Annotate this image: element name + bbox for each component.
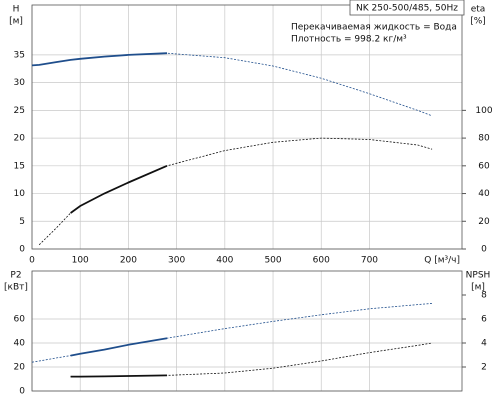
y2-tick-label: 100 <box>475 106 492 116</box>
x-tick-label: 0 <box>29 256 35 266</box>
x-tick-label: 200 <box>120 256 137 266</box>
chart-title: NK 250-500/485, 50Hz <box>356 4 458 14</box>
y-tick-label: 20 <box>14 134 26 144</box>
curve-duty <box>70 337 168 357</box>
curve-duty <box>70 374 168 378</box>
x-tick-label: 600 <box>313 256 330 266</box>
y-tick-label: 35 <box>14 50 25 60</box>
y-tick-label: 20 <box>14 363 26 373</box>
y2-tick-label: 0 <box>481 245 487 255</box>
y2-tick-label: 8 <box>481 291 487 301</box>
y2-unit: [%] <box>470 17 486 27</box>
curve-dashed <box>31 52 433 117</box>
y-tick-label: 25 <box>14 106 25 116</box>
curve-dashed <box>70 342 433 377</box>
x-label: Q [м³/ч] <box>424 256 460 266</box>
title-box <box>349 0 465 16</box>
y-label: P2 <box>10 271 21 281</box>
y2-tick-label: 60 <box>478 161 490 171</box>
y2-tick-label: 6 <box>481 315 487 325</box>
y-tick-label: 15 <box>14 161 25 171</box>
annotation: Плотность = 998.2 кг/м³ <box>291 35 407 45</box>
y-tick-label: 0 <box>19 245 25 255</box>
annotation: Перекачиваемая жидкость = Вода <box>291 23 457 33</box>
y2-tick-label: 4 <box>481 339 487 349</box>
plot-frame <box>31 4 463 250</box>
y-tick-label: 10 <box>14 189 26 199</box>
x-tick-label: 500 <box>264 256 281 266</box>
curve-dashed <box>31 303 433 363</box>
y-tick-label: 30 <box>14 78 26 88</box>
y2-label: eta <box>471 5 486 15</box>
y2-tick-label: 80 <box>478 134 490 144</box>
y-label: H <box>13 5 20 15</box>
y2-label: NPSH <box>466 271 491 281</box>
x-tick-label: 300 <box>168 256 185 266</box>
y-tick-label: 0 <box>19 387 25 397</box>
x-tick-label: 700 <box>361 256 378 266</box>
y-unit: [м] <box>9 17 23 27</box>
plot-frame <box>31 270 463 392</box>
y2-unit: [м] <box>471 283 485 293</box>
y2-tick-label: 2 <box>481 363 487 373</box>
y-tick-label: 60 <box>14 315 26 325</box>
x-tick-label: 400 <box>216 256 233 266</box>
x-tick-label: 100 <box>72 256 89 266</box>
curve-duty <box>31 52 168 67</box>
y2-tick-label: 20 <box>478 217 490 227</box>
curve-duty <box>70 164 168 214</box>
y-tick-label: 40 <box>14 339 26 349</box>
y2-tick-label: 40 <box>478 189 490 199</box>
curve-dashed <box>38 137 433 246</box>
y-tick-label: 5 <box>19 217 25 227</box>
y-unit: [кВт] <box>4 283 28 293</box>
